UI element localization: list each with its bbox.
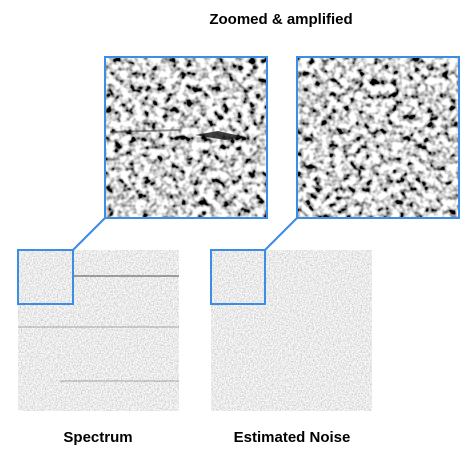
panel-label: Spectrum — [63, 429, 132, 446]
spectrum-image — [17, 249, 179, 411]
noise-image — [210, 249, 372, 411]
zoom-noise — [296, 56, 460, 219]
zoom-connector — [264, 217, 298, 251]
figure-title: Zoomed & amplified — [209, 11, 352, 28]
zoom-connector — [72, 217, 106, 251]
panel-label: Estimated Noise — [234, 429, 351, 446]
zoom-spectrum — [104, 56, 268, 219]
